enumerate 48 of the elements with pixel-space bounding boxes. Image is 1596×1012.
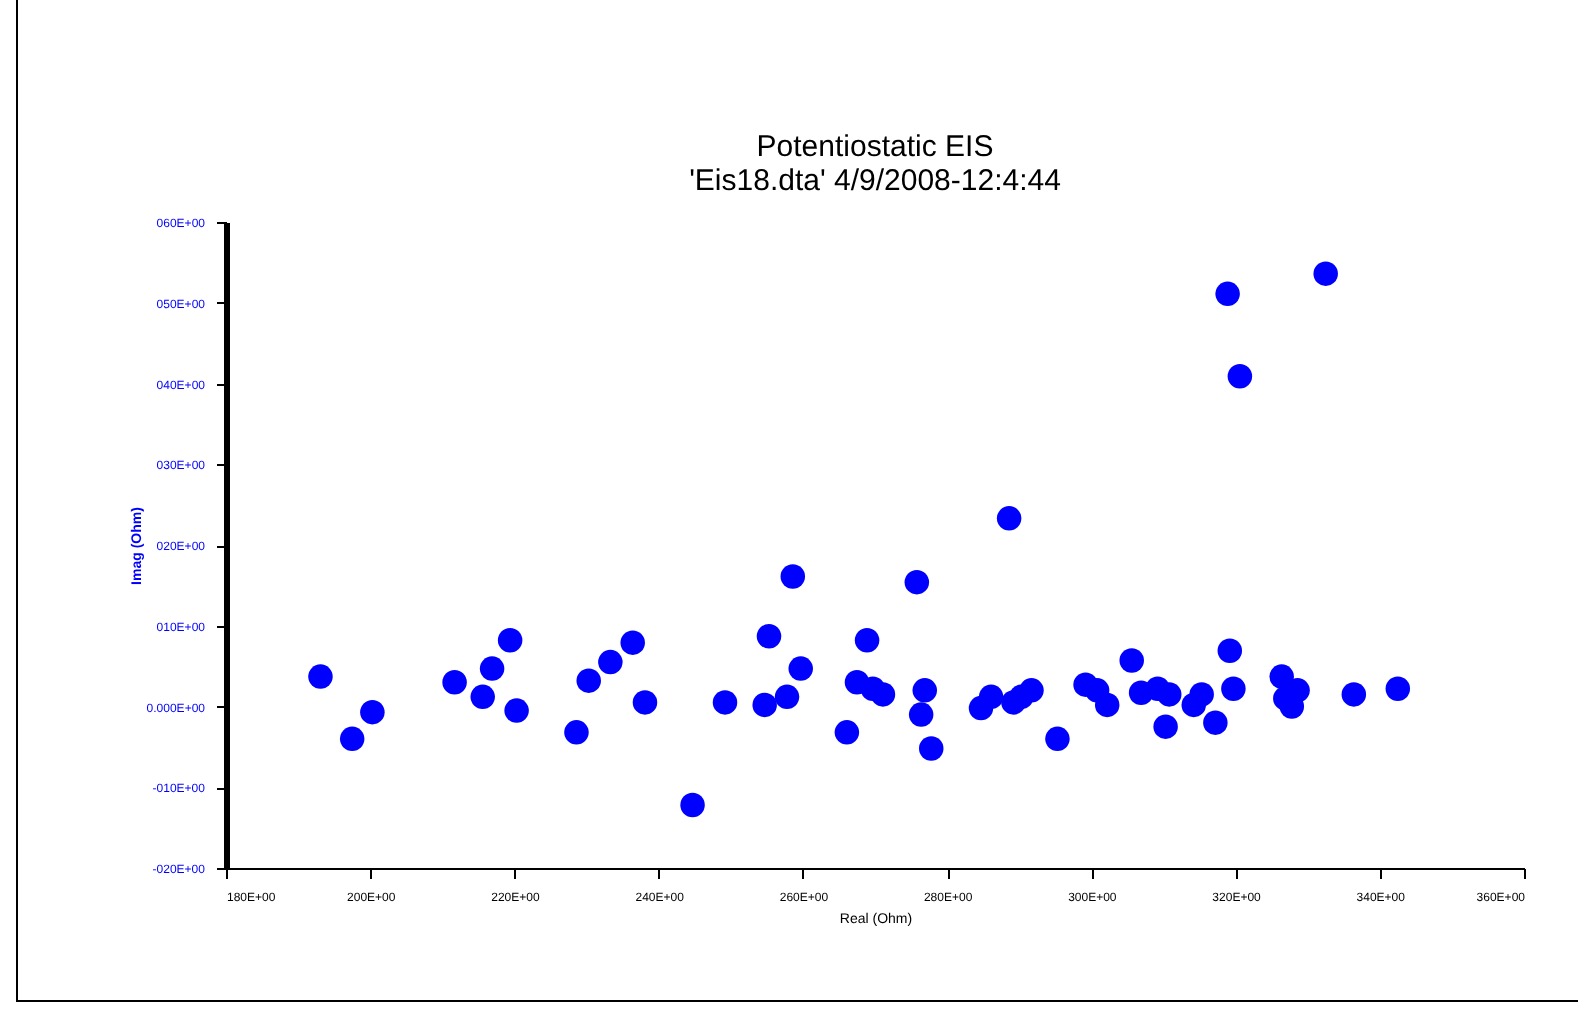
point — [904, 569, 930, 595]
point — [1189, 682, 1214, 707]
point — [1045, 726, 1070, 752]
point — [1385, 676, 1411, 701]
point — [680, 792, 705, 818]
point — [1313, 261, 1338, 286]
point — [1215, 281, 1240, 307]
chart-title: Potentiostatic EIS — [756, 130, 994, 164]
point — [1153, 714, 1178, 739]
point — [912, 678, 937, 703]
point — [442, 670, 467, 695]
point — [788, 656, 813, 681]
point — [470, 684, 495, 710]
point — [632, 690, 658, 715]
point — [497, 628, 523, 653]
point — [1094, 692, 1120, 718]
point — [360, 699, 385, 725]
point — [564, 720, 589, 745]
point — [870, 682, 896, 707]
point — [598, 649, 623, 675]
point — [308, 664, 333, 689]
point — [1203, 710, 1228, 735]
point — [1019, 678, 1044, 703]
chart-subtitle: 'Eis18.dta' 4/9/2008-12:4:44 — [689, 164, 1061, 198]
point — [834, 720, 860, 745]
point — [1156, 682, 1182, 707]
point — [1341, 682, 1367, 707]
point — [780, 564, 806, 589]
point — [854, 628, 880, 653]
point — [919, 736, 944, 761]
point — [752, 692, 777, 718]
point — [1269, 664, 1294, 689]
point — [978, 684, 1004, 710]
point — [620, 630, 645, 655]
point — [339, 726, 365, 752]
point — [1119, 648, 1144, 673]
point — [479, 656, 505, 681]
point — [576, 668, 601, 693]
point — [996, 506, 1022, 531]
point — [774, 684, 800, 710]
point — [1285, 678, 1310, 703]
point — [1217, 638, 1243, 664]
point — [712, 690, 738, 715]
point — [1221, 676, 1246, 701]
point — [1227, 364, 1253, 389]
point — [756, 624, 782, 649]
point — [908, 702, 934, 727]
point — [504, 698, 529, 723]
